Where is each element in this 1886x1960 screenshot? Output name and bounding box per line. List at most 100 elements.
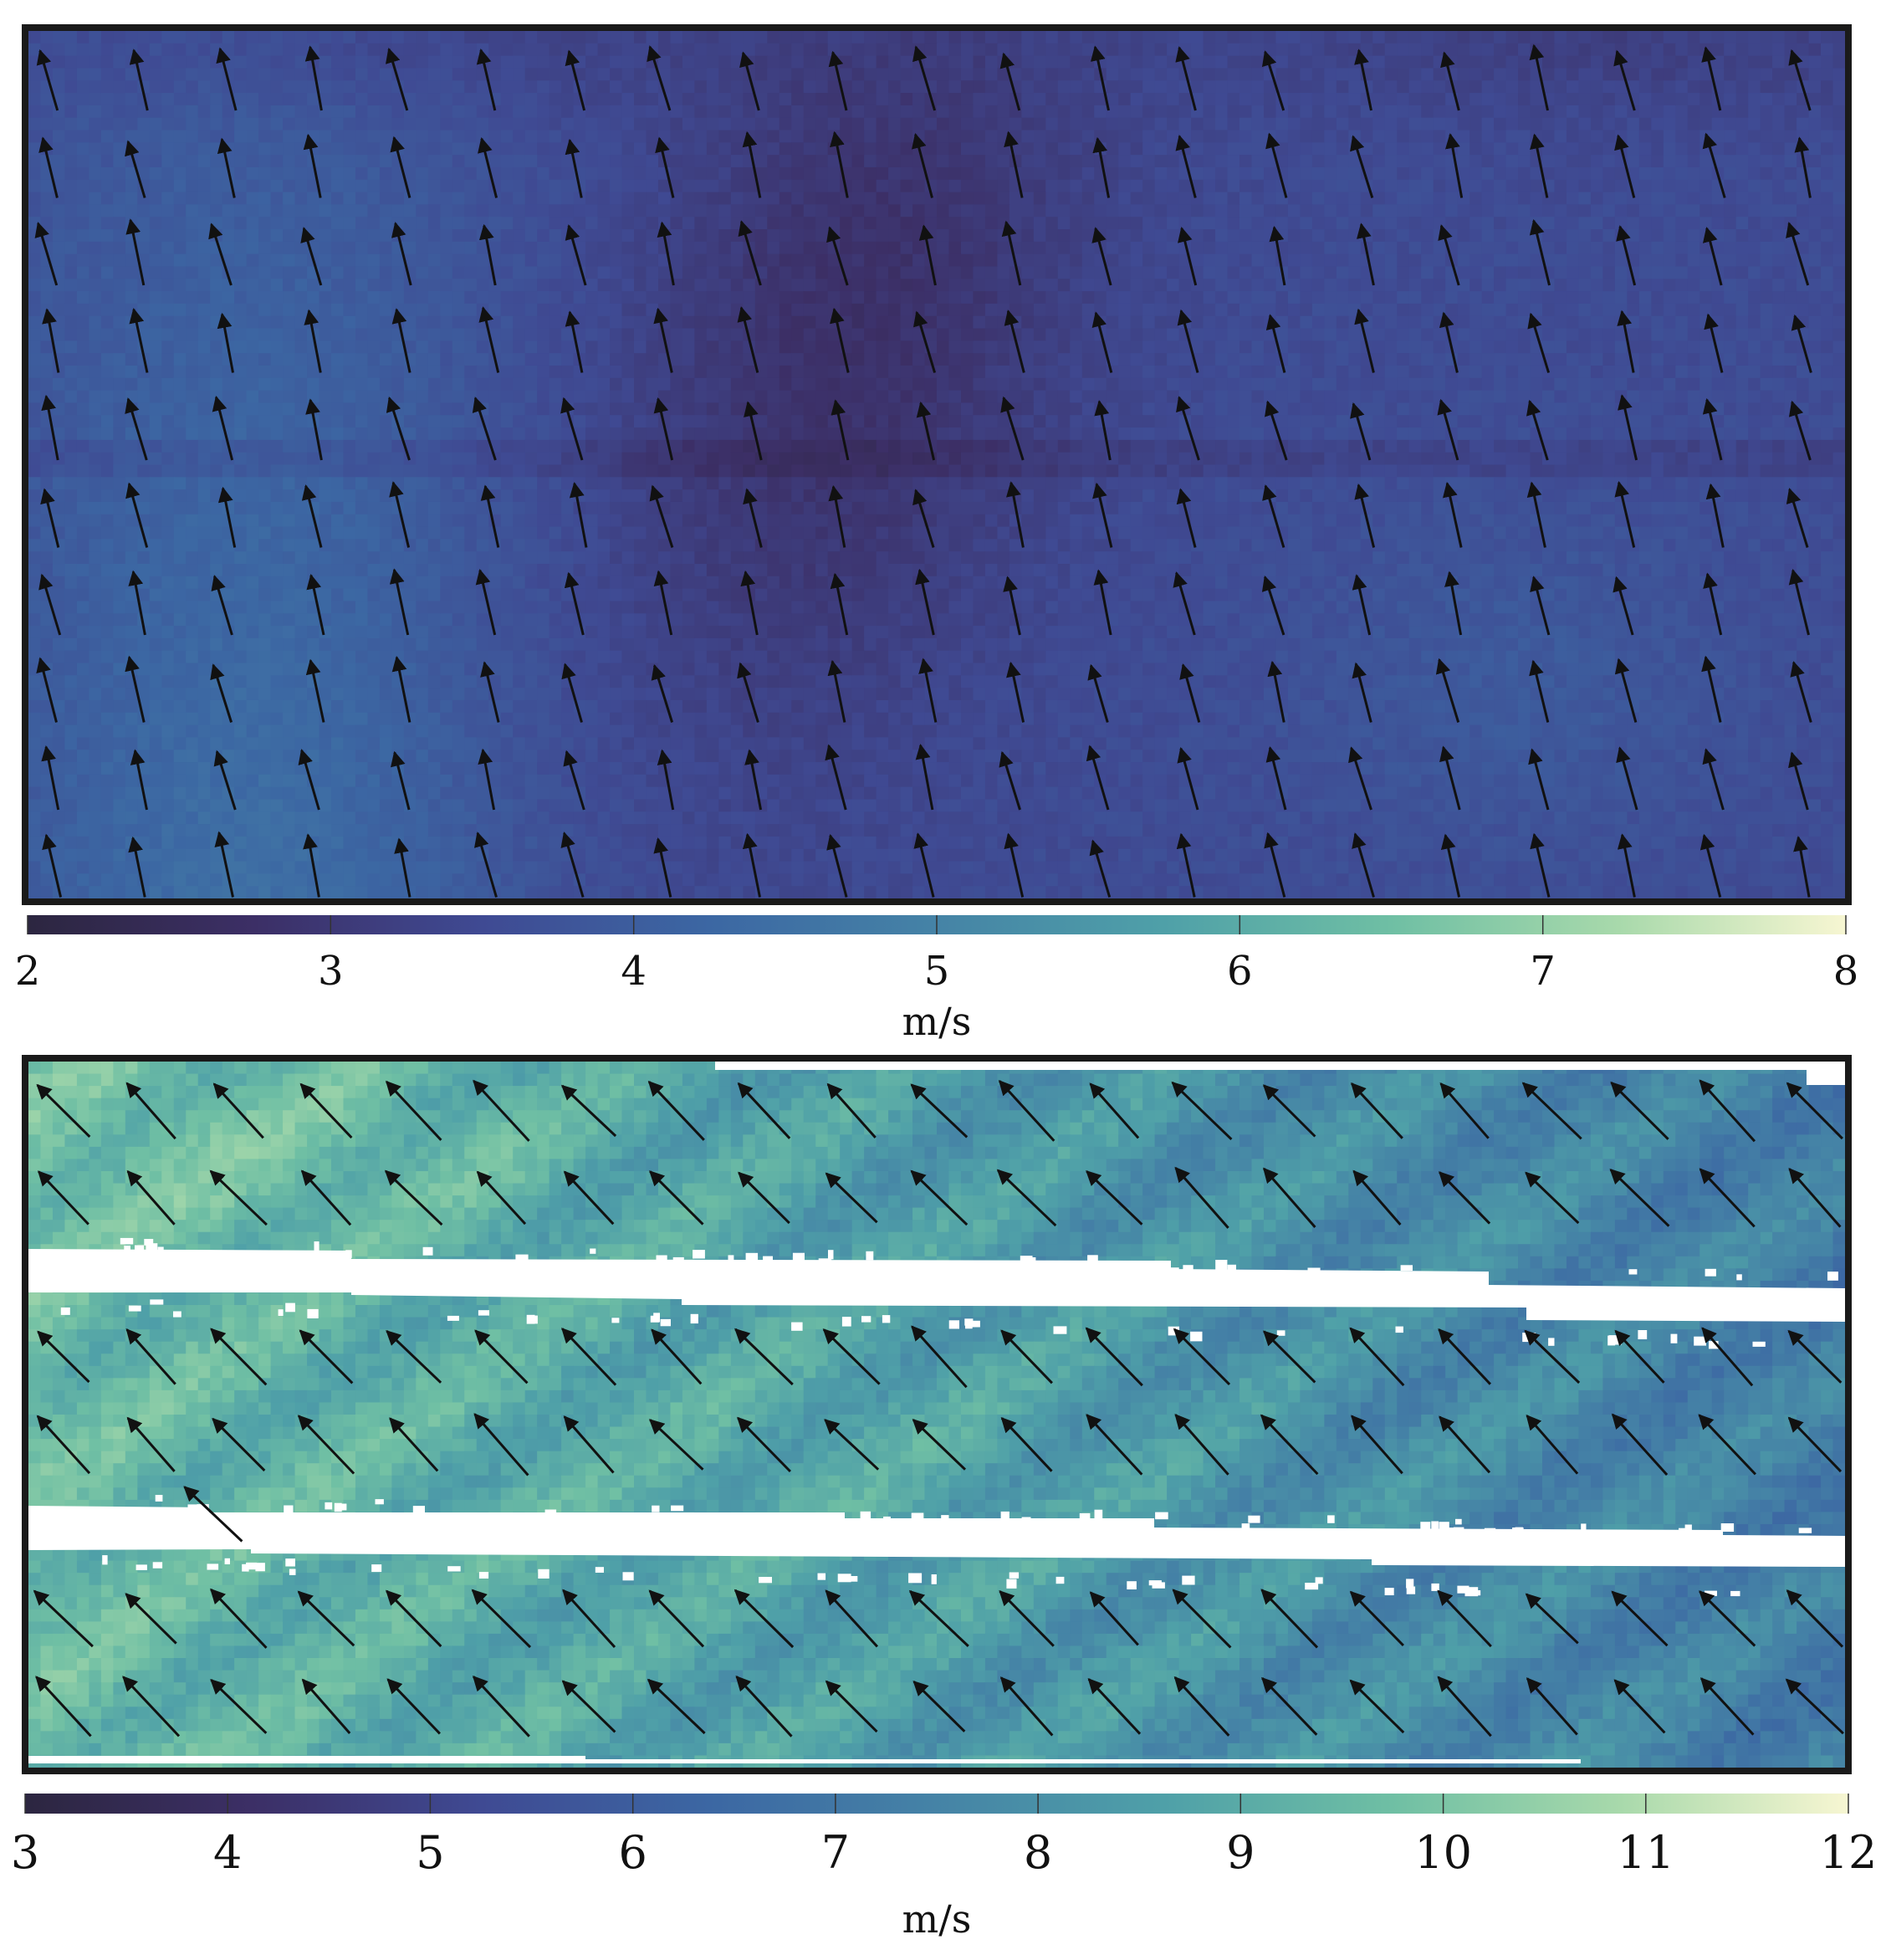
no-data-speckle [1453, 1527, 1464, 1535]
wind-arrow [125, 397, 148, 461]
no-data-speckle [650, 1315, 660, 1323]
wind-arrow [1350, 1082, 1403, 1139]
no-data-gap-top-edge [715, 1062, 1845, 1085]
wind-arrow [471, 1589, 532, 1649]
no-data-speckle [997, 1264, 1009, 1271]
wind-arrow [738, 220, 762, 286]
no-data-speckle [672, 1256, 684, 1267]
wind-arrow [1530, 133, 1549, 198]
wind-arrow [1354, 308, 1375, 373]
no-data-speckle [1327, 1515, 1335, 1523]
no-data-speckle [278, 1309, 284, 1316]
no-data-speckle [792, 1252, 805, 1263]
wind-arrow [1354, 484, 1376, 548]
no-data-speckle [375, 1499, 384, 1505]
no-data-speckle [1182, 1575, 1195, 1585]
wind-arrow [1263, 1167, 1316, 1228]
wind-arrow [210, 1328, 268, 1386]
no-data-speckle [345, 1250, 352, 1258]
no-data-speckle [1241, 1523, 1250, 1529]
wind-arrow [478, 748, 496, 811]
no-data-speckle [135, 1564, 147, 1570]
wind-arrow [1086, 745, 1110, 811]
wind-arrow [653, 570, 673, 636]
colorbar-tick-label: 9 [1226, 1826, 1255, 1879]
wind-arrow [1352, 662, 1372, 723]
wind-arrow [210, 1588, 268, 1649]
no-data-speckle [1276, 1330, 1285, 1336]
wind-arrow [1004, 130, 1024, 198]
wind-arrow [1788, 400, 1812, 461]
wind-arrow [1614, 1329, 1665, 1384]
colorbar-tick-label: 11 [1617, 1826, 1674, 1879]
wind-arrow [743, 488, 763, 548]
no-data-speckle [1730, 1590, 1740, 1597]
wind-arrow [1788, 49, 1812, 111]
wind-arrow [212, 1417, 266, 1471]
wind-arrow [648, 1589, 705, 1648]
wind-arrow [912, 45, 937, 111]
wind-arrow [1701, 46, 1722, 111]
wind-arrow [212, 1082, 264, 1139]
wind-arrow [565, 49, 586, 111]
wind-arrow [125, 218, 146, 286]
wind-arrow [386, 1589, 442, 1648]
no-data-speckle [1307, 1267, 1321, 1277]
wind-arrow [1525, 1593, 1579, 1645]
no-data-speckle [1384, 1588, 1394, 1595]
no-data-speckle [224, 1558, 230, 1564]
wind-arrow [1085, 1327, 1143, 1387]
wind-arrow [1526, 399, 1549, 461]
wind-arrow [912, 1680, 966, 1732]
colorbar-tick-label: 10 [1414, 1826, 1472, 1879]
no-data-speckle [1170, 1267, 1179, 1274]
no-data-speckle [1694, 1336, 1706, 1346]
no-data-speckle [187, 1504, 198, 1510]
top-colorbar-ticks: 2 3 4 5 6 7 8 [15, 915, 1858, 995]
wind-arrow [653, 397, 674, 461]
wind-arrow [822, 1328, 881, 1385]
wind-arrow [384, 1169, 443, 1226]
wind-arrow [1090, 45, 1110, 111]
wind-arrow [1177, 746, 1199, 811]
no-data-speckle [1021, 1517, 1031, 1523]
no-data-speckle [1709, 1341, 1719, 1349]
wind-arrow [1093, 569, 1112, 636]
wind-arrow [36, 657, 58, 723]
wind-arrow [1351, 1415, 1403, 1475]
colorbar-tick-label: 5 [924, 948, 950, 995]
wind-arrow [1349, 1679, 1405, 1734]
wind-arrow [908, 1589, 969, 1647]
no-data-speckle [759, 1577, 772, 1584]
wind-arrow [1352, 574, 1372, 636]
wind-arrow [37, 1330, 90, 1384]
wind-arrow [830, 130, 849, 198]
no-data-speckle [1009, 1572, 1020, 1579]
wind-arrow [125, 1328, 176, 1385]
no-data-speckle [1431, 1521, 1439, 1529]
wind-arrow [742, 130, 762, 198]
wind-arrow [1794, 136, 1812, 198]
wind-arrow [1609, 1169, 1670, 1227]
wind-arrow [475, 568, 497, 636]
no-data-speckle [1107, 1262, 1119, 1270]
wind-arrow [911, 1325, 968, 1389]
wind-arrow [1261, 1676, 1318, 1736]
wind-arrow [1791, 314, 1812, 373]
wind-arrow [561, 663, 583, 723]
no-data-speckle [968, 1320, 980, 1328]
wind-arrow [1092, 482, 1113, 548]
wind-arrow [1004, 310, 1025, 373]
wind-arrow [1526, 1677, 1578, 1736]
no-data-speckle [447, 1315, 459, 1321]
wind-arrow [122, 1676, 181, 1737]
wind-arrow [474, 1329, 529, 1384]
wind-arrow [1699, 1168, 1756, 1228]
wind-arrow [1616, 225, 1637, 286]
wind-arrow [1705, 483, 1725, 548]
no-data-speckle [948, 1320, 959, 1329]
wind-arrow [738, 1171, 790, 1225]
wind-arrow [913, 832, 935, 898]
wind-arrow [1618, 394, 1638, 461]
